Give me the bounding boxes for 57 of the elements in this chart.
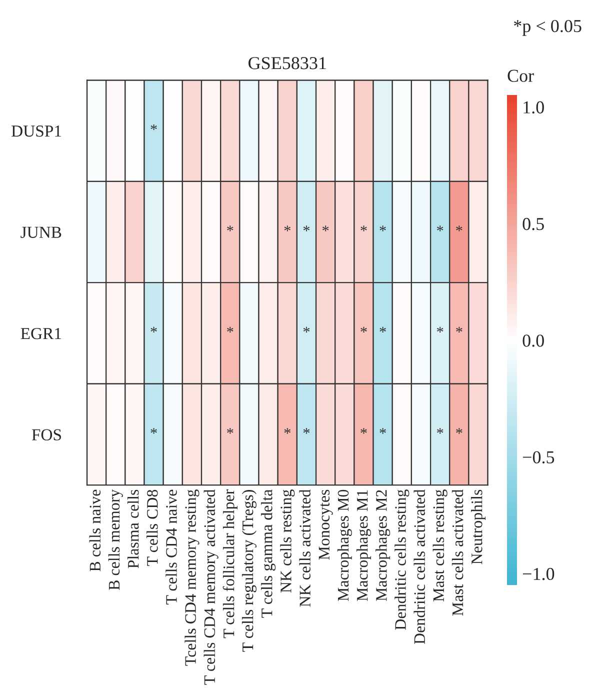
- data-label: *: [360, 326, 367, 333]
- x-tick-label: Macrophages M2: [376, 490, 390, 602]
- text: *p < 0.05: [514, 20, 582, 36]
- x-tick-label: T cells gamma delta: [261, 489, 276, 618]
- x-tick-label: T cells CD4 memory activated: [204, 489, 218, 685]
- data-label: *: [227, 326, 234, 333]
- color-bar-label: 0.0: [522, 334, 544, 347]
- data-label: *: [456, 428, 462, 434]
- color-bar-label: −1.0: [522, 568, 554, 580]
- data-label: *: [284, 226, 290, 232]
- x-tick-label: Macrophages M0: [337, 490, 352, 602]
- x-tick-label: T cells CD8: [146, 490, 158, 566]
- x-tick-label: T cells follicular helper: [222, 489, 238, 638]
- data-label: *: [284, 428, 290, 434]
- x-tick-label: Plasma cells: [127, 490, 139, 568]
- chart-title: GSE58331: [248, 57, 326, 70]
- y-tick-label: FOS: [32, 429, 61, 440]
- color-bar-label: −0.5: [522, 451, 554, 464]
- data-label: *: [150, 124, 157, 130]
- data-label: *: [380, 326, 386, 333]
- x-tick-label: Mast cells activated: [452, 489, 464, 616]
- data-label: *: [456, 226, 462, 232]
- y-tick-label: EGR1: [20, 328, 61, 340]
- color-bar-title: Cor: [508, 70, 534, 82]
- data-label: *: [360, 428, 367, 434]
- data-label: *: [437, 428, 444, 434]
- color-bar-label: 1.0: [524, 101, 544, 114]
- x-tick-label: T cells CD4 naive: [166, 490, 177, 604]
- data-label: *: [303, 226, 310, 232]
- y-tick-label: DUSP1: [12, 126, 61, 137]
- x-tick-label: B cells naive: [89, 490, 101, 572]
- data-label: *: [437, 226, 444, 232]
- data-label: *: [227, 428, 234, 434]
- x-tick-label: Macrophages M1: [356, 490, 372, 602]
- color-bar-label: 0.5: [522, 218, 544, 230]
- data-label: *: [360, 226, 367, 232]
- data-label: *: [437, 326, 444, 333]
- x-tick-label: NK cells activated: [299, 489, 310, 607]
- data-label: *: [456, 326, 462, 333]
- x-tick-label: Mast cells resting: [432, 490, 448, 602]
- x-tick-label: Dendritic cells activated: [414, 489, 425, 644]
- x-tick-label: Neutrophils: [471, 490, 486, 564]
- data-label: *: [303, 428, 310, 434]
- data-label: *: [380, 428, 386, 434]
- x-tick-label: Tcells CD4 memory resting: [184, 490, 200, 666]
- data-label: *: [227, 226, 234, 232]
- data-label: *: [322, 226, 329, 232]
- x-tick-label: Monocytes: [318, 490, 333, 560]
- data-label: *: [150, 428, 157, 434]
- x-tick-label: B cells memory: [108, 489, 123, 590]
- x-tick-label: NK cells resting: [280, 490, 295, 593]
- y-tick-label: JUNB: [20, 226, 62, 238]
- data-label: *: [303, 326, 310, 333]
- data-label: *: [380, 226, 386, 232]
- x-tick-label: Dendritic cells resting: [394, 490, 410, 630]
- x-tick-label: T cells regulatory (Tregs): [242, 490, 256, 652]
- data-label: *: [150, 326, 157, 333]
